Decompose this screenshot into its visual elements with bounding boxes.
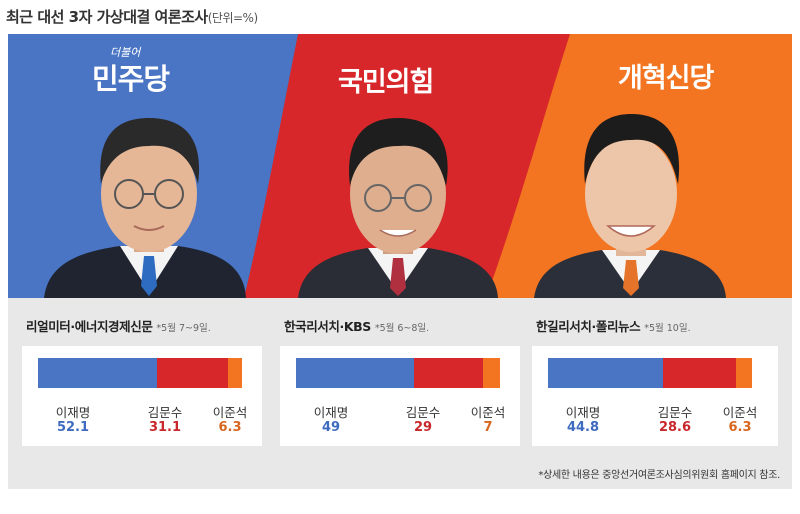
- candidate-label: 이준석: [212, 405, 248, 420]
- party-logo-democratic: 더불어 민주당: [92, 46, 170, 96]
- candidate-label: 이재명: [55, 405, 91, 420]
- poll-source: 한국리서치·KBS *5월 6~8일.: [284, 319, 430, 334]
- page-title: 최근 대선 3자 가상대결 여론조사(단위=%): [6, 8, 258, 26]
- bar-segment-lee-jaemyung: [296, 358, 414, 388]
- banner-art: [8, 34, 792, 298]
- party-logo-reform: 개혁신당: [618, 63, 714, 94]
- stacked-bar: [548, 358, 752, 388]
- candidate-banner: 더불어 민주당 국민의힘 개혁신당: [8, 34, 792, 298]
- value-label: 49: [321, 420, 341, 435]
- stacked-bar: [296, 358, 500, 388]
- bar-segment-lee-junseok: [483, 358, 500, 388]
- candidate-label: 김문수: [405, 405, 441, 420]
- poll-card: 이재명 김문수 이준석 49 29 7: [280, 346, 520, 446]
- value-label: 44.8: [566, 420, 600, 435]
- poll-card: 이재명 김문수 이준석 44.8 28.6 6.3: [532, 346, 778, 446]
- bar-segment-lee-jaemyung: [38, 358, 157, 388]
- candidate-label: 이재명: [313, 405, 349, 420]
- candidate-label: 이재명: [565, 405, 601, 420]
- candidate-label: 김문수: [147, 405, 183, 420]
- value-label: 29: [413, 420, 433, 435]
- value-label: 6.3: [218, 420, 242, 435]
- footnote: *상세한 내용은 중앙선거여론조사심의위원회 홈페이지 참조.: [538, 470, 780, 481]
- bar-segment-kim-moonsoo: [156, 358, 228, 388]
- candidate-photo-2: [298, 118, 498, 298]
- candidate-label: 김문수: [657, 405, 693, 420]
- poll-source: 한길리서치·폴리뉴스 *5월 10일.: [536, 319, 691, 334]
- candidate-label: 이준석: [722, 405, 758, 420]
- bar-segment-lee-junseok: [227, 358, 242, 388]
- poll-source: 리얼미터·에너지경제신문 *5월 7~9일.: [26, 319, 211, 334]
- candidate-photo-1: [44, 118, 246, 298]
- unit-label: (단위=%): [207, 11, 258, 25]
- stacked-bar: [38, 358, 242, 388]
- value-label: 52.1: [56, 420, 90, 435]
- candidate-label: 이준석: [470, 405, 506, 420]
- value-label: 31.1: [148, 420, 182, 435]
- value-label: 6.3: [728, 420, 752, 435]
- candidate-photo-3: [534, 114, 726, 298]
- bar-segment-lee-jaemyung: [548, 358, 663, 388]
- bar-segment-kim-moonsoo: [662, 358, 736, 388]
- poll-panel: 리얼미터·에너지경제신문 *5월 7~9일. 이재명 김문수 이준석 52.1 …: [8, 298, 792, 489]
- bar-segment-lee-junseok: [735, 358, 752, 388]
- bar-segment-kim-moonsoo: [413, 358, 484, 388]
- value-label: 28.6: [658, 420, 692, 435]
- party-logo-ppp: 국민의힘: [338, 67, 434, 98]
- value-label: 7: [483, 420, 493, 435]
- poll-card: 이재명 김문수 이준석 52.1 31.1 6.3: [22, 346, 262, 446]
